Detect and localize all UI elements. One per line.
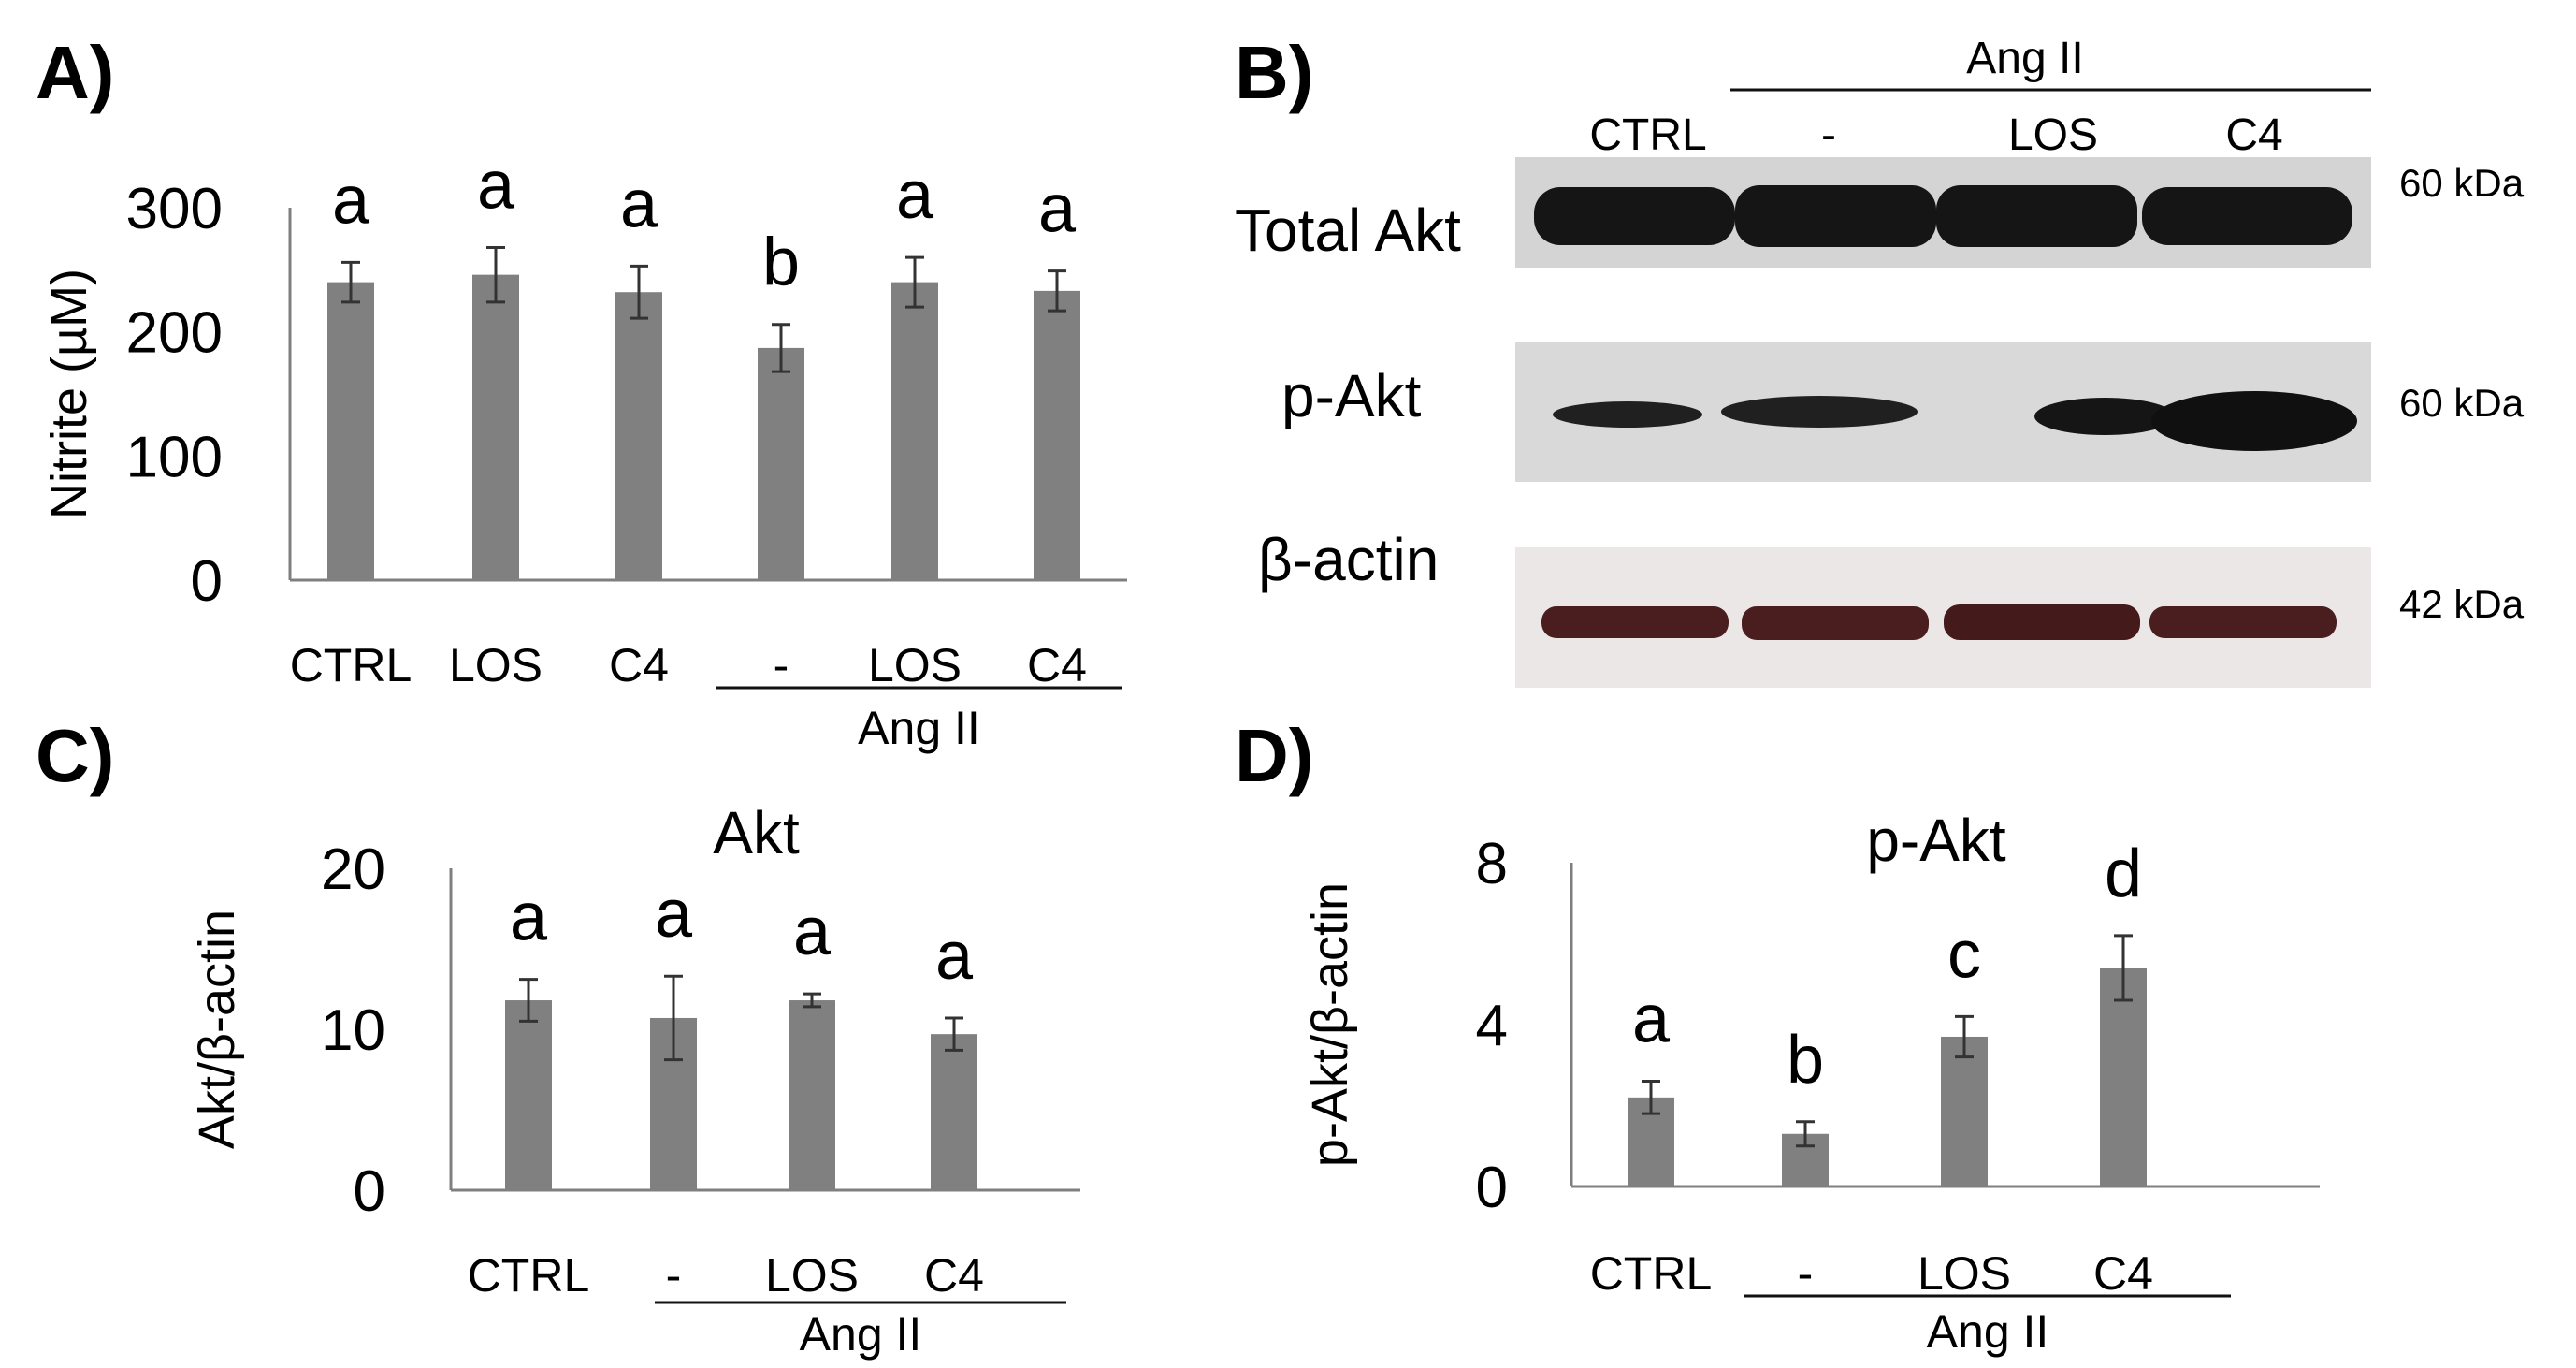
category-label: LOS [765, 1249, 859, 1302]
bar [1034, 290, 1080, 580]
blot-kda-label: 42 kDa [2399, 582, 2525, 626]
significance-letter: a [477, 148, 515, 223]
blot-band [1553, 401, 1702, 428]
category-label: C4 [2093, 1247, 2153, 1300]
blot-band [1944, 604, 2140, 640]
category-label: C4 [1027, 639, 1087, 691]
bar [1941, 1036, 1988, 1186]
western-blot: Ang II CTRL - LOS C4 Total Akt 60 kDa p-… [1235, 34, 2525, 688]
group-label: Ang II [858, 702, 980, 754]
category-label: LOS [449, 639, 543, 691]
y-tick-label: 0 [191, 549, 223, 614]
panel-label-a: A) [36, 31, 114, 114]
blot-lane-label: C4 [2225, 110, 2282, 160]
bar [472, 274, 519, 580]
bar [2100, 968, 2147, 1186]
significance-letter: b [762, 226, 800, 300]
blot-band [1742, 606, 1929, 640]
y-tick-label: 0 [1476, 1156, 1508, 1220]
significance-letter: a [332, 163, 370, 238]
bar [505, 1000, 552, 1190]
group-label: Ang II [1927, 1305, 2049, 1358]
bar [615, 292, 662, 580]
category-label: - [666, 1249, 682, 1302]
blot-lane-label: - [1821, 110, 1836, 160]
category-label: C4 [924, 1249, 984, 1302]
significance-letter: a [896, 158, 934, 233]
significance-letter: a [510, 880, 548, 955]
significance-letter: a [1632, 982, 1671, 1057]
chart-title: Akt [713, 799, 800, 866]
y-axis-label: Akt/β-actin [189, 910, 245, 1149]
chart-d-p-akt: 0 4 8 p-Akt/β-actin p-Akt a CTRL b - c LOS d C4 Ang I… [1302, 807, 2320, 1358]
blot-band [2151, 391, 2357, 451]
blot-group-label: Ang II [1966, 34, 2083, 83]
category-label: LOS [1918, 1247, 2011, 1300]
blot-row-label: β-actin [1258, 526, 1439, 593]
significance-letter: d [2105, 837, 2142, 911]
bar [327, 282, 374, 580]
significance-letter: c [1947, 917, 1981, 992]
y-tick-label: 300 [126, 177, 223, 241]
bar [789, 1000, 835, 1190]
y-tick-label: 200 [126, 301, 223, 366]
category-label: CTRL [1590, 1247, 1713, 1300]
y-axis-label: Nitrite (µM) [41, 269, 97, 519]
bar [891, 282, 938, 580]
panel-label-d: D) [1235, 714, 1313, 797]
y-tick-label: 8 [1476, 832, 1508, 896]
blot-row-label: Total Akt [1235, 196, 1461, 264]
y-tick-label: 4 [1476, 994, 1508, 1058]
blot-band [2142, 187, 2352, 245]
blot-band [1534, 187, 1735, 245]
blot-band [2149, 606, 2337, 638]
blot-band [1541, 606, 1729, 638]
bar [931, 1034, 977, 1190]
blot-band [1735, 185, 1936, 247]
category-label: C4 [609, 639, 669, 691]
category-label: CTRL [290, 639, 412, 691]
y-tick-label: 100 [126, 425, 223, 489]
blot-row-label: p-Akt [1281, 362, 1422, 429]
y-tick-label: 20 [321, 837, 385, 902]
category-label: - [1798, 1247, 1814, 1300]
significance-letter: a [1038, 172, 1077, 247]
blot-kda-label: 60 kDa [2399, 381, 2525, 425]
significance-letter: a [655, 877, 693, 952]
group-label: Ang II [800, 1308, 922, 1361]
blot-lane-label: LOS [2008, 110, 2098, 160]
category-label: - [774, 639, 789, 691]
panel-label-c: C) [36, 714, 114, 797]
blot-lane-label: CTRL [1589, 110, 1706, 160]
significance-letter: b [1787, 1023, 1824, 1098]
y-axis-label: p-Akt/β-actin [1302, 882, 1358, 1167]
bar [758, 347, 804, 580]
blot-band [2034, 398, 2175, 435]
significance-letter: a [793, 895, 832, 969]
category-label: LOS [868, 639, 962, 691]
blot-band [1936, 185, 2137, 247]
blot-kda-label: 60 kDa [2399, 161, 2525, 205]
significance-letter: a [935, 919, 974, 994]
chart-a-nitrite: 0 100 200 300 Nitrite (µM) a CTRL a LOS a C4 b - a LOS… [41, 148, 1127, 754]
blot-band [1721, 396, 1918, 428]
y-tick-label: 10 [321, 998, 385, 1063]
category-label: CTRL [468, 1249, 590, 1302]
chart-title: p-Akt [1866, 807, 2006, 874]
y-tick-label: 0 [354, 1159, 385, 1224]
panel-label-b: B) [1235, 31, 1313, 114]
significance-letter: a [620, 167, 658, 241]
